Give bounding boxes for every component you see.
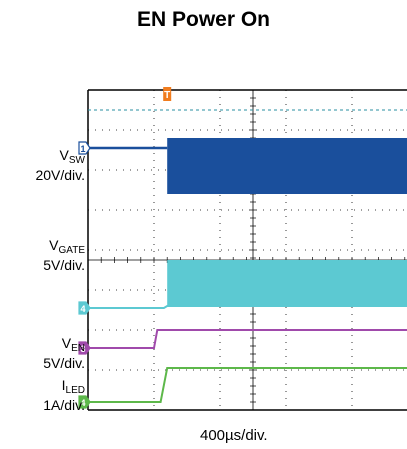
channel-label-ven: VEN 5V/div. xyxy=(43,336,85,371)
series-ven-line xyxy=(88,329,407,349)
series-iled-line xyxy=(88,367,407,403)
channel-sub-vsw: SW xyxy=(68,155,85,166)
channel-sub-vgate: GATE xyxy=(58,245,85,256)
channel-scale-vsw: 20V/div. xyxy=(35,167,85,183)
channel-label-vgate: VGATE 5V/div. xyxy=(43,238,85,273)
x-axis-label: 400µs/div. xyxy=(200,427,268,444)
channel-name-iled: I xyxy=(61,377,66,393)
channel-marker-4 xyxy=(78,395,91,409)
chart-title: EN Power On xyxy=(136,8,271,31)
series-vgate-band xyxy=(167,260,407,306)
trigger-marker-label: T xyxy=(164,90,170,101)
channel-marker-3 xyxy=(78,341,91,355)
channel-sub-iled: LED xyxy=(65,385,85,396)
channel-marker-2 xyxy=(78,301,91,315)
channel-scale-iled: 1A/div. xyxy=(43,397,85,413)
channel-label-iled: ILED 1A/div. xyxy=(43,378,85,413)
series-vsw-band xyxy=(167,138,407,194)
trigger-marker xyxy=(163,87,172,101)
channel-scale-ven: 5V/div. xyxy=(43,355,85,371)
channel-scale-vgate: 5V/div. xyxy=(43,257,85,273)
channel-marker-number: 1 xyxy=(80,144,85,154)
channel-marker-number: 4 xyxy=(80,304,85,314)
channel-marker-number: 3 xyxy=(80,344,85,354)
channel-name-ven: V xyxy=(61,335,72,351)
channel-name-vsw: V xyxy=(59,147,69,163)
channel-marker-number: 4 xyxy=(80,398,85,408)
channel-label-vsw: VSW 20V/div. xyxy=(35,148,85,183)
channel-marker-1 xyxy=(78,141,91,155)
series-vgate-line xyxy=(88,305,407,309)
channel-sub-ven: EN xyxy=(71,343,85,354)
channel-name-vgate: V xyxy=(49,237,59,253)
